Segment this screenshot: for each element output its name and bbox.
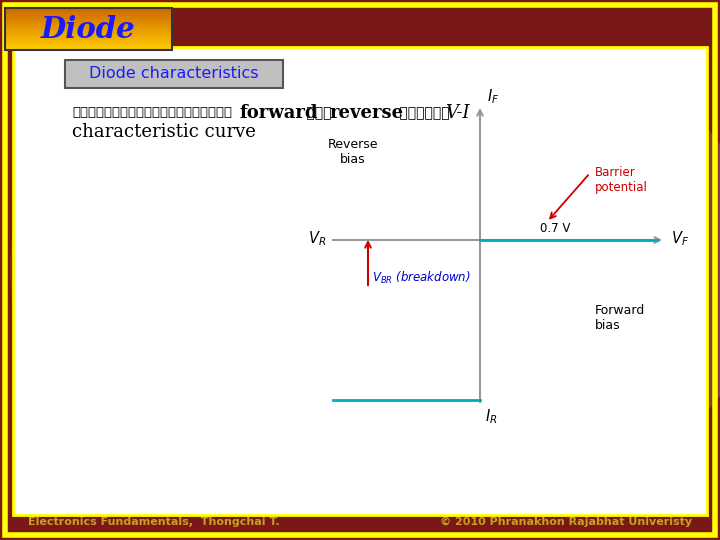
Text: Forward
bias: Forward bias xyxy=(595,304,645,332)
Text: characteristic curve: characteristic curve xyxy=(72,123,256,141)
Text: Diode characteristics: Diode characteristics xyxy=(89,66,258,82)
Bar xyxy=(5,24,172,25)
Bar xyxy=(5,47,172,48)
Text: $V_{BR}$ (breakdown): $V_{BR}$ (breakdown) xyxy=(372,270,471,286)
Bar xyxy=(5,11,172,12)
Bar xyxy=(5,32,172,33)
Text: reverse: reverse xyxy=(330,104,404,122)
Ellipse shape xyxy=(400,70,720,470)
Bar xyxy=(5,44,172,45)
Bar xyxy=(5,38,172,39)
Bar xyxy=(65,60,283,88)
Bar xyxy=(5,49,172,50)
Bar xyxy=(5,22,172,23)
Bar xyxy=(5,15,172,16)
Bar xyxy=(5,37,172,38)
Bar xyxy=(5,26,172,27)
Text: $V_F$: $V_F$ xyxy=(671,230,689,248)
Bar xyxy=(5,36,172,37)
Bar xyxy=(5,40,172,42)
Bar xyxy=(5,43,172,44)
Text: forward: forward xyxy=(240,104,318,122)
Bar xyxy=(5,14,172,15)
Text: © 2010 Phranakhon Rajabhat Univeristy: © 2010 Phranakhon Rajabhat Univeristy xyxy=(440,517,692,527)
Bar xyxy=(5,10,172,11)
Bar xyxy=(5,48,172,49)
Bar xyxy=(5,42,172,43)
Text: $I_R$: $I_R$ xyxy=(485,408,498,427)
Text: Barrier
potential: Barrier potential xyxy=(595,166,648,194)
Text: Electronics Fundamentals,  Thongchai T.: Electronics Fundamentals, Thongchai T. xyxy=(28,517,279,527)
Bar xyxy=(5,12,172,14)
Bar xyxy=(5,33,172,34)
Text: และ: และ xyxy=(302,106,336,120)
Bar xyxy=(5,17,172,18)
Text: $V_R$: $V_R$ xyxy=(308,230,326,248)
Text: Reverse
bias: Reverse bias xyxy=(328,138,378,166)
Bar xyxy=(5,45,172,46)
Bar xyxy=(5,35,172,36)
Bar xyxy=(5,31,172,32)
Bar xyxy=(5,34,172,35)
Bar xyxy=(5,23,172,24)
Bar xyxy=(5,9,172,10)
Text: V-I: V-I xyxy=(445,104,469,122)
Bar xyxy=(5,21,172,22)
Ellipse shape xyxy=(10,70,310,470)
Bar xyxy=(5,27,172,28)
Bar xyxy=(5,19,172,21)
Bar xyxy=(5,46,172,47)
Text: 0.7 V: 0.7 V xyxy=(540,222,570,235)
Text: $I_F$: $I_F$ xyxy=(487,87,500,106)
Bar xyxy=(5,8,172,50)
Bar xyxy=(5,8,172,9)
Bar xyxy=(5,29,172,30)
Bar xyxy=(5,30,172,31)
Text: แสดงใน: แสดงใน xyxy=(395,106,454,120)
Text: Diode: Diode xyxy=(41,15,135,44)
Bar xyxy=(5,16,172,17)
Bar xyxy=(5,39,172,40)
Bar xyxy=(5,18,172,19)
Bar xyxy=(5,28,172,29)
Bar xyxy=(13,47,707,515)
Text: ลักษณะการนำกระแสด้าน: ลักษณะการนำกระแสด้าน xyxy=(72,106,232,119)
Bar xyxy=(5,25,172,26)
